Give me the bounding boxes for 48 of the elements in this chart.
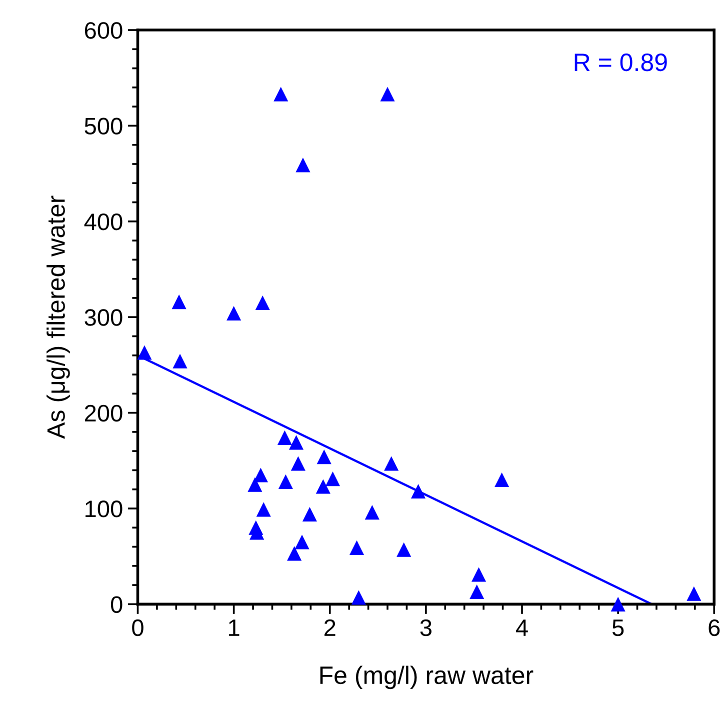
point [274, 86, 288, 102]
point [226, 306, 242, 321]
point [316, 479, 330, 494]
point [349, 540, 364, 555]
point [172, 354, 188, 368]
point [277, 430, 292, 445]
point [410, 484, 426, 499]
y-tick-label: 100 [86, 500, 122, 518]
y-tick-label: 0 [110, 596, 122, 613]
x-tick-label: 6 [708, 619, 720, 636]
point [396, 542, 412, 557]
point [296, 158, 310, 172]
x-tick-label: 0 [132, 619, 144, 636]
x-tick-label: 3 [420, 619, 432, 636]
point [287, 546, 302, 561]
point [248, 477, 262, 492]
point [494, 472, 510, 488]
point [256, 502, 271, 517]
annotation: R = 0.89 [574, 53, 667, 72]
y-tick-label: 300 [84, 309, 122, 326]
x-tick-label: 4 [516, 620, 528, 636]
point [325, 472, 340, 486]
point [302, 506, 317, 522]
point [288, 435, 304, 450]
x-tick-label: 1 [229, 620, 240, 636]
point [294, 534, 310, 550]
point [380, 86, 395, 102]
point [364, 505, 380, 520]
point [290, 456, 306, 471]
x-tick-label: 2 [324, 619, 336, 636]
point [316, 450, 332, 464]
point [172, 294, 186, 310]
y-tick-label: 500 [84, 118, 122, 135]
point [686, 586, 702, 601]
point [351, 590, 366, 605]
point [384, 456, 399, 471]
x-axis-title: Fe (mg/l) raw water [320, 666, 534, 690]
point [470, 584, 484, 600]
y-tick-label: 400 [84, 213, 122, 230]
y-tick-label: 600 [84, 22, 122, 39]
x-tick-label: 5 [612, 620, 624, 636]
point [137, 345, 152, 360]
y-axis-title: As (μg/l) filtered water [46, 196, 70, 439]
point [471, 567, 486, 582]
y-tick-label: 200 [84, 404, 122, 422]
point [278, 474, 293, 489]
point [255, 295, 270, 310]
point [610, 596, 626, 612]
